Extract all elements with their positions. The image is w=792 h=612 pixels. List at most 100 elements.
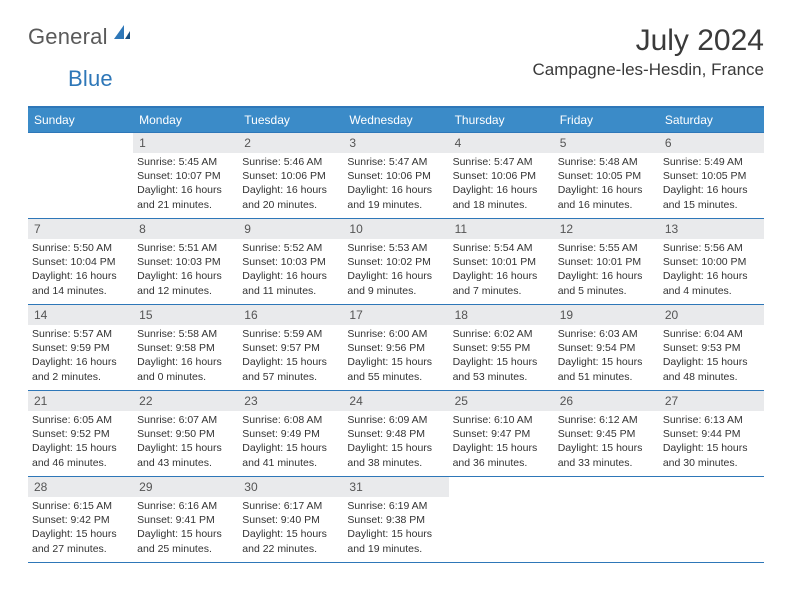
logo-sail-icon	[112, 23, 132, 46]
calendar-day-cell: 20Sunrise: 6:04 AMSunset: 9:53 PMDayligh…	[659, 305, 764, 391]
daylight-text-1: Daylight: 15 hours	[453, 441, 550, 455]
daylight-text-1: Daylight: 16 hours	[242, 269, 339, 283]
calendar-day-cell: 17Sunrise: 6:00 AMSunset: 9:56 PMDayligh…	[343, 305, 448, 391]
calendar-day-cell: 1Sunrise: 5:45 AMSunset: 10:07 PMDayligh…	[133, 133, 238, 219]
sunset-text: Sunset: 10:06 PM	[347, 169, 444, 183]
daylight-text-2: and 9 minutes.	[347, 284, 444, 298]
daylight-text-1: Daylight: 16 hours	[347, 183, 444, 197]
day-body: Sunrise: 5:55 AMSunset: 10:01 PMDaylight…	[554, 239, 659, 302]
sunset-text: Sunset: 9:40 PM	[242, 513, 339, 527]
day-body: Sunrise: 5:50 AMSunset: 10:04 PMDaylight…	[28, 239, 133, 302]
calendar-day-cell: 25Sunrise: 6:10 AMSunset: 9:47 PMDayligh…	[449, 391, 554, 477]
calendar-day-cell: 19Sunrise: 6:03 AMSunset: 9:54 PMDayligh…	[554, 305, 659, 391]
day-number: 17	[343, 305, 448, 325]
day-body: Sunrise: 6:09 AMSunset: 9:48 PMDaylight:…	[343, 411, 448, 474]
day-body: Sunrise: 5:54 AMSunset: 10:01 PMDaylight…	[449, 239, 554, 302]
daylight-text-1: Daylight: 16 hours	[453, 269, 550, 283]
day-body: Sunrise: 6:13 AMSunset: 9:44 PMDaylight:…	[659, 411, 764, 474]
calendar-day-cell: 4Sunrise: 5:47 AMSunset: 10:06 PMDayligh…	[449, 133, 554, 219]
day-number: 20	[659, 305, 764, 325]
day-number: 18	[449, 305, 554, 325]
sunrise-text: Sunrise: 6:08 AM	[242, 413, 339, 427]
daylight-text-2: and 36 minutes.	[453, 456, 550, 470]
sunset-text: Sunset: 10:01 PM	[453, 255, 550, 269]
daylight-text-2: and 27 minutes.	[32, 542, 129, 556]
day-header: Thursday	[449, 107, 554, 133]
sunrise-text: Sunrise: 6:19 AM	[347, 499, 444, 513]
day-number: 6	[659, 133, 764, 153]
calendar-week-row: 21Sunrise: 6:05 AMSunset: 9:52 PMDayligh…	[28, 391, 764, 477]
sunset-text: Sunset: 10:04 PM	[32, 255, 129, 269]
sunrise-text: Sunrise: 6:03 AM	[558, 327, 655, 341]
day-body: Sunrise: 5:57 AMSunset: 9:59 PMDaylight:…	[28, 325, 133, 388]
daylight-text-1: Daylight: 15 hours	[137, 527, 234, 541]
daylight-text-1: Daylight: 15 hours	[137, 441, 234, 455]
daylight-text-2: and 20 minutes.	[242, 198, 339, 212]
sunrise-text: Sunrise: 5:53 AM	[347, 241, 444, 255]
daylight-text-1: Daylight: 15 hours	[242, 441, 339, 455]
daylight-text-1: Daylight: 16 hours	[663, 183, 760, 197]
daylight-text-2: and 48 minutes.	[663, 370, 760, 384]
calendar-day-cell: 15Sunrise: 5:58 AMSunset: 9:58 PMDayligh…	[133, 305, 238, 391]
calendar-day-cell	[554, 477, 659, 563]
logo-text-general: General	[28, 24, 108, 50]
daylight-text-1: Daylight: 16 hours	[558, 183, 655, 197]
title-block: July 2024 Campagne-les-Hesdin, France	[533, 24, 765, 80]
daylight-text-2: and 2 minutes.	[32, 370, 129, 384]
day-body: Sunrise: 6:03 AMSunset: 9:54 PMDaylight:…	[554, 325, 659, 388]
calendar-day-cell: 24Sunrise: 6:09 AMSunset: 9:48 PMDayligh…	[343, 391, 448, 477]
calendar-day-cell: 6Sunrise: 5:49 AMSunset: 10:05 PMDayligh…	[659, 133, 764, 219]
daylight-text-1: Daylight: 15 hours	[32, 527, 129, 541]
day-number: 21	[28, 391, 133, 411]
calendar-day-cell	[28, 133, 133, 219]
sunset-text: Sunset: 10:02 PM	[347, 255, 444, 269]
daylight-text-1: Daylight: 16 hours	[137, 269, 234, 283]
calendar-day-cell: 29Sunrise: 6:16 AMSunset: 9:41 PMDayligh…	[133, 477, 238, 563]
day-body: Sunrise: 5:47 AMSunset: 10:06 PMDaylight…	[343, 153, 448, 216]
day-body: Sunrise: 6:17 AMSunset: 9:40 PMDaylight:…	[238, 497, 343, 560]
day-number: 31	[343, 477, 448, 497]
sunrise-text: Sunrise: 6:13 AM	[663, 413, 760, 427]
calendar-week-row: 28Sunrise: 6:15 AMSunset: 9:42 PMDayligh…	[28, 477, 764, 563]
sunrise-text: Sunrise: 6:00 AM	[347, 327, 444, 341]
sunrise-text: Sunrise: 6:09 AM	[347, 413, 444, 427]
sunset-text: Sunset: 9:49 PM	[242, 427, 339, 441]
day-number: 16	[238, 305, 343, 325]
daylight-text-1: Daylight: 16 hours	[453, 183, 550, 197]
daylight-text-2: and 4 minutes.	[663, 284, 760, 298]
day-body: Sunrise: 5:47 AMSunset: 10:06 PMDaylight…	[449, 153, 554, 216]
daylight-text-1: Daylight: 16 hours	[242, 183, 339, 197]
day-number: 28	[28, 477, 133, 497]
daylight-text-2: and 11 minutes.	[242, 284, 339, 298]
sunrise-text: Sunrise: 5:56 AM	[663, 241, 760, 255]
sunset-text: Sunset: 10:06 PM	[453, 169, 550, 183]
sunrise-text: Sunrise: 6:04 AM	[663, 327, 760, 341]
day-body: Sunrise: 5:48 AMSunset: 10:05 PMDaylight…	[554, 153, 659, 216]
day-number: 27	[659, 391, 764, 411]
day-body: Sunrise: 6:02 AMSunset: 9:55 PMDaylight:…	[449, 325, 554, 388]
day-number: 4	[449, 133, 554, 153]
sunset-text: Sunset: 9:54 PM	[558, 341, 655, 355]
day-body: Sunrise: 5:45 AMSunset: 10:07 PMDaylight…	[133, 153, 238, 216]
day-number: 14	[28, 305, 133, 325]
day-body: Sunrise: 5:51 AMSunset: 10:03 PMDaylight…	[133, 239, 238, 302]
day-number: 30	[238, 477, 343, 497]
sunrise-text: Sunrise: 5:57 AM	[32, 327, 129, 341]
day-body: Sunrise: 6:15 AMSunset: 9:42 PMDaylight:…	[28, 497, 133, 560]
sunrise-text: Sunrise: 5:46 AM	[242, 155, 339, 169]
daylight-text-2: and 51 minutes.	[558, 370, 655, 384]
sunset-text: Sunset: 10:03 PM	[242, 255, 339, 269]
day-body: Sunrise: 6:05 AMSunset: 9:52 PMDaylight:…	[28, 411, 133, 474]
day-header: Monday	[133, 107, 238, 133]
day-header: Wednesday	[343, 107, 448, 133]
day-body: Sunrise: 5:53 AMSunset: 10:02 PMDaylight…	[343, 239, 448, 302]
calendar-week-row: 7Sunrise: 5:50 AMSunset: 10:04 PMDayligh…	[28, 219, 764, 305]
day-number: 23	[238, 391, 343, 411]
daylight-text-1: Daylight: 15 hours	[242, 527, 339, 541]
sunset-text: Sunset: 9:47 PM	[453, 427, 550, 441]
daylight-text-1: Daylight: 16 hours	[32, 355, 129, 369]
sunrise-text: Sunrise: 6:05 AM	[32, 413, 129, 427]
sunset-text: Sunset: 9:42 PM	[32, 513, 129, 527]
daylight-text-2: and 16 minutes.	[558, 198, 655, 212]
calendar-day-cell: 21Sunrise: 6:05 AMSunset: 9:52 PMDayligh…	[28, 391, 133, 477]
